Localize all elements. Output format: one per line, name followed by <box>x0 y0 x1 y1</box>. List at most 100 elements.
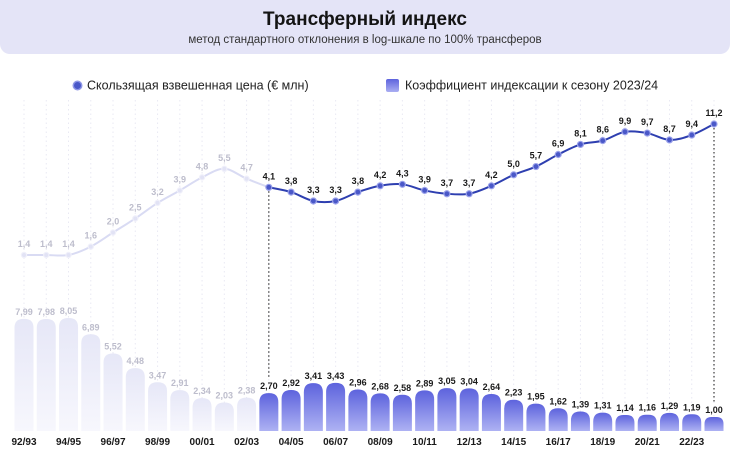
bar <box>348 389 368 431</box>
bar <box>370 393 390 431</box>
line-value-label: 1,6 <box>85 231 98 241</box>
bar-value-label: 7,99 <box>15 307 33 317</box>
bar-value-label: 1,00 <box>705 405 723 415</box>
bar-value-label: 1,16 <box>638 403 656 413</box>
x-tick-label: 18/19 <box>590 437 615 448</box>
bar <box>570 411 590 431</box>
x-tick-label: 10/11 <box>412 437 437 448</box>
line-point <box>265 183 273 191</box>
line-point <box>599 137 607 145</box>
bar <box>548 408 568 431</box>
line-faded-segment <box>24 167 270 257</box>
line-value-label: 4,1 <box>263 171 276 181</box>
line-value-label: 5,5 <box>218 153 231 163</box>
bar-value-label: 3,41 <box>305 371 323 381</box>
bar <box>170 390 190 431</box>
bar-value-label: 1,14 <box>616 403 634 413</box>
x-tick-label: 14/15 <box>501 437 526 448</box>
line-value-label: 2,5 <box>129 202 142 212</box>
line-value-label: 8,6 <box>596 125 609 135</box>
line-point <box>421 186 429 195</box>
line-point <box>176 187 184 194</box>
line-point <box>109 229 117 236</box>
line-point <box>309 197 317 205</box>
x-tick-label: 94/95 <box>56 437 81 448</box>
bar-value-label: 2,89 <box>416 378 434 388</box>
line-value-label: 3,8 <box>352 176 365 186</box>
bar-value-label: 8,05 <box>60 306 78 316</box>
bar <box>682 414 702 431</box>
x-tick-label: 98/99 <box>145 437 170 448</box>
x-tick-label: 12/13 <box>457 437 482 448</box>
line-value-label: 4,7 <box>240 163 253 173</box>
line-value-label: 3,3 <box>307 185 320 195</box>
line-value-label: 1,4 <box>40 239 53 249</box>
legend-line-label: Скользящая взвешенная цена (€ млн) <box>87 78 309 93</box>
line-point <box>554 150 562 159</box>
bar <box>103 353 123 431</box>
bar-value-label: 3,43 <box>327 371 345 381</box>
bar-value-label: 2,70 <box>260 381 278 391</box>
line-value-label: 3,7 <box>441 178 454 188</box>
x-tick-label: 16/17 <box>546 437 571 448</box>
x-axis-ticks: 92/93 94/95 96/97 98/99 00/01 02/03 04/05 06/07… <box>11 437 704 448</box>
line-value-label: 5,0 <box>507 159 520 169</box>
chart-title: Трансферный индекс <box>263 9 467 30</box>
bar-value-label: 2,03 <box>216 391 234 401</box>
line-point <box>376 182 384 190</box>
bar <box>281 390 301 431</box>
x-tick-label: 96/97 <box>101 437 126 448</box>
line-value-label: 11,2 <box>705 108 722 118</box>
legend-item-bar: Коэффициент индексации к сезону 2023/24 <box>386 78 658 94</box>
line-value-label: 9,7 <box>641 117 654 127</box>
bar <box>326 382 346 431</box>
line-dot-icon <box>74 82 81 90</box>
x-tick-label: 04/05 <box>279 437 304 448</box>
line-points <box>20 120 718 259</box>
x-tick-label: 06/07 <box>323 437 348 448</box>
bar <box>504 399 524 431</box>
bar <box>36 318 56 431</box>
bar-value-label: 5,52 <box>104 342 122 352</box>
line-point <box>510 171 518 179</box>
line-value-label: 3,8 <box>285 176 298 186</box>
bar-value-label: 2,38 <box>238 386 256 396</box>
bar <box>437 388 457 431</box>
bar-value-label: 2,68 <box>371 381 389 391</box>
bar-value-label: 2,64 <box>483 382 501 392</box>
bar-value-label: 3,04 <box>460 376 478 386</box>
line-value-label: 3,9 <box>174 174 187 184</box>
bar <box>415 390 435 431</box>
bar <box>392 394 412 431</box>
line-point <box>243 175 250 182</box>
bar <box>192 398 212 431</box>
line-point <box>532 162 540 171</box>
bar-value-label: 7,98 <box>37 307 55 317</box>
x-tick-label: 20/21 <box>635 437 660 448</box>
bar <box>148 382 168 431</box>
bar-value-label: 1,19 <box>683 402 701 412</box>
line-value-label: 4,8 <box>196 161 209 171</box>
line-point <box>43 251 50 259</box>
bar-value-label: 1,39 <box>572 399 590 409</box>
bar-value-label: 2,58 <box>394 383 412 393</box>
line-point <box>621 128 629 136</box>
x-tick-label: 92/93 <box>11 437 36 448</box>
bar-value-label: 1,29 <box>661 401 679 411</box>
bar <box>526 403 546 431</box>
bar-value-label: 2,92 <box>282 378 300 388</box>
line-point <box>354 188 362 196</box>
bar <box>637 414 657 431</box>
line-point <box>154 199 161 207</box>
bar <box>59 318 79 431</box>
bar <box>237 397 257 431</box>
bar-value-label: 6,89 <box>82 322 100 332</box>
bar-value-labels: 7,99 7,98 8,05 6,89 5,52 4,48 3,47 2,91 2,34 2,03… <box>15 306 723 415</box>
bar <box>615 414 635 431</box>
legend-item-line: Скользящая взвешенная цена (€ млн) <box>74 78 309 94</box>
bar-value-label: 2,23 <box>505 388 523 398</box>
line-point <box>87 243 94 250</box>
x-tick-label: 02/03 <box>234 437 259 448</box>
line-point <box>443 190 451 198</box>
line-value-label: 8,7 <box>663 124 676 134</box>
